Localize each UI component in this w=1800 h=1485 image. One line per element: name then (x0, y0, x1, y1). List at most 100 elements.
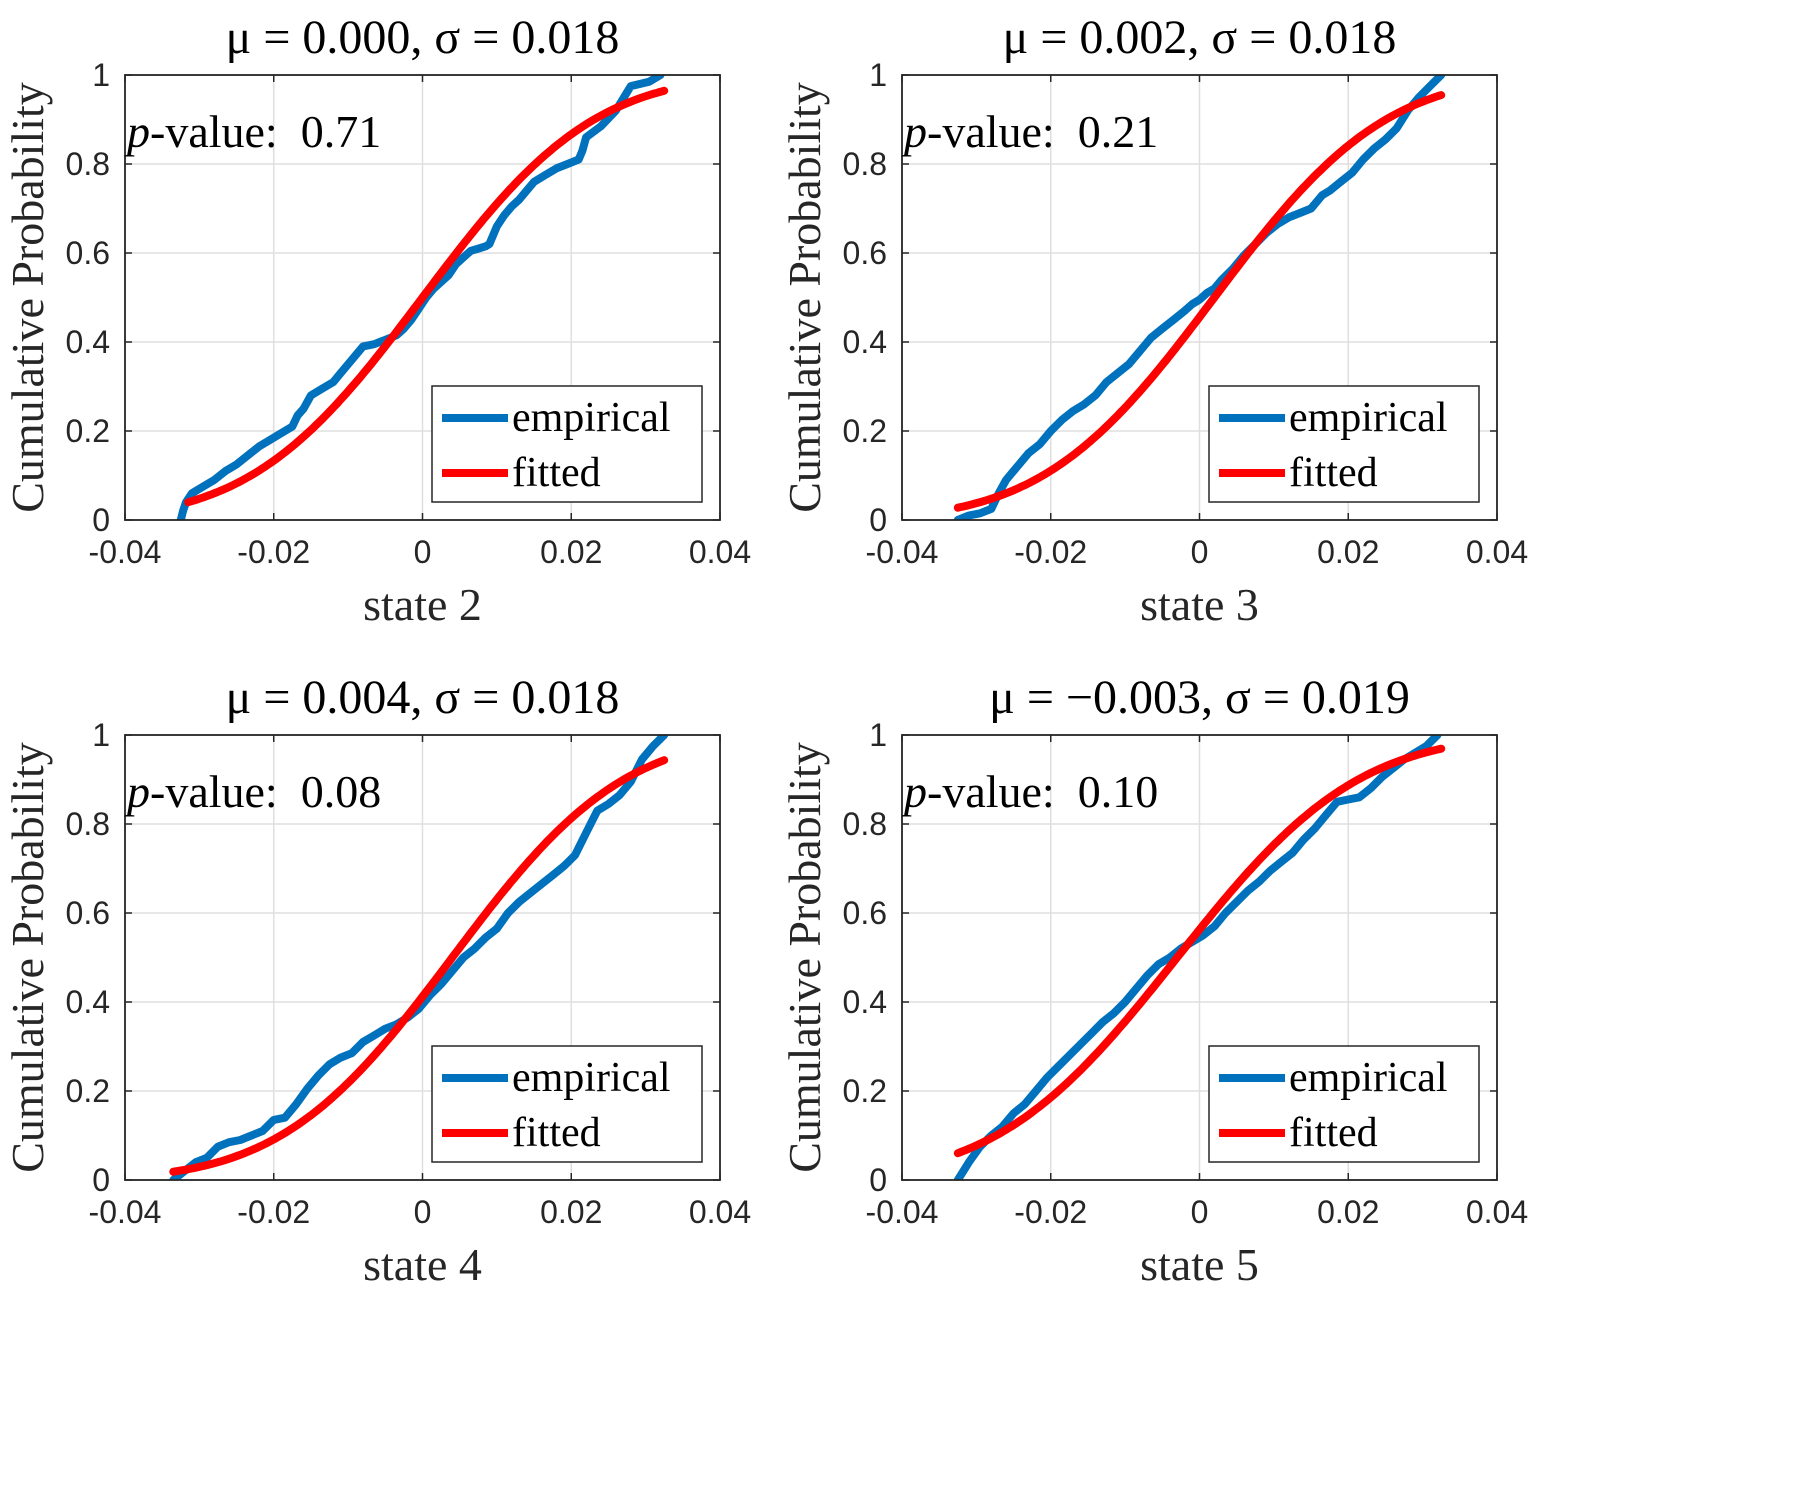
x-tick-label: 0.04 (1466, 534, 1528, 570)
y-tick-label: 0.4 (843, 984, 887, 1020)
legend-label-empirical: empirical (512, 395, 671, 441)
y-tick-label: 0.4 (66, 324, 110, 360)
fitted-series-line (953, 91, 1446, 512)
chart-title: μ = 0.002, σ = 0.018 (1003, 11, 1397, 64)
legend-label-empirical: empirical (1289, 1055, 1448, 1101)
p-value-symbol: p (901, 106, 927, 157)
y-tick-label: 1 (92, 57, 110, 93)
y-tick-label: 1 (92, 717, 110, 753)
legend-box (431, 385, 703, 503)
chart-title: μ = 0.000, σ = 0.018 (226, 11, 620, 64)
legend-box (1208, 1045, 1480, 1163)
y-tick-label: 0.8 (66, 146, 110, 182)
y-tick-label: 0.6 (66, 235, 110, 271)
x-tick-label: -0.02 (1014, 1194, 1087, 1230)
y-axis-label: Cumulative Probability (2, 82, 53, 513)
y-tick-label: 0.4 (843, 324, 887, 360)
legend: empirical fitted (431, 1045, 703, 1163)
empirical-series-line (169, 735, 669, 1180)
x-tick-label: 0.02 (540, 534, 602, 570)
y-tick-label: 0.6 (843, 235, 887, 271)
legend: empirical fitted (1208, 1045, 1480, 1163)
p-value-label: -value: 0.71 (150, 106, 381, 157)
x-tick-label: 0.04 (1466, 1194, 1528, 1230)
x-tick-label: 0 (414, 534, 432, 570)
p-value-annotation: p-value: 0.71 (124, 106, 381, 157)
x-tick-label: 0.02 (540, 1194, 602, 1230)
axes-box (124, 734, 721, 1181)
y-tick-label: 0.8 (843, 806, 887, 842)
axes-box (901, 74, 1498, 521)
x-tick-label: -0.02 (237, 534, 310, 570)
legend-label-fitted: fitted (512, 450, 601, 496)
x-axis-label: state 3 (1140, 579, 1259, 630)
y-tick-label: 0 (869, 502, 887, 538)
y-tick-label: 0.8 (66, 806, 110, 842)
chart-panel-4: -0.04 -0.02 0 0.02 0.04 0 0.2 0.4 0.6 0.8 1 μ = −0.… (779, 671, 1528, 1290)
p-value-symbol: p (901, 766, 927, 817)
y-tick-label: 0.6 (843, 895, 887, 931)
legend-label-empirical: empirical (512, 1055, 671, 1101)
x-tick-label: 0.02 (1317, 1194, 1379, 1230)
x-axis-label: state 2 (363, 579, 482, 630)
y-tick-label: 1 (869, 717, 887, 753)
chart-panel-3: -0.04 -0.02 0 0.02 0.04 0 0.2 0.4 0.6 0.8 1 μ = 0.0… (2, 671, 751, 1290)
p-value-annotation: p-value: 0.10 (901, 766, 1158, 817)
p-value-annotation: p-value: 0.08 (124, 766, 381, 817)
p-value-label: -value: 0.21 (927, 106, 1158, 157)
legend-label-fitted: fitted (1289, 1110, 1378, 1156)
legend: empirical fitted (1208, 385, 1480, 503)
fitted-series-line (184, 86, 669, 507)
y-tick-label: 0.2 (66, 413, 110, 449)
chart-panel-2: -0.04 -0.02 0 0.02 0.04 0 0.2 0.4 0.6 0.8 1 μ = 0.0… (779, 11, 1528, 630)
x-tick-label: 0.04 (689, 1194, 751, 1230)
legend-label-fitted: fitted (1289, 450, 1378, 496)
x-tick-label: -0.04 (89, 534, 162, 570)
x-tick-label: -0.02 (237, 1194, 310, 1230)
x-tick-label: 0.04 (689, 534, 751, 570)
p-value-symbol: p (124, 106, 150, 157)
p-value-label: -value: 0.08 (150, 766, 381, 817)
y-tick-label: 0.6 (66, 895, 110, 931)
x-tick-label: 0 (1191, 1194, 1209, 1230)
x-axis-label: state 5 (1140, 1239, 1259, 1290)
legend-label-empirical: empirical (1289, 395, 1448, 441)
legend-box (431, 1045, 703, 1163)
legend-box (1208, 385, 1480, 503)
p-value-annotation: p-value: 0.21 (901, 106, 1158, 157)
x-tick-label: -0.04 (866, 534, 939, 570)
y-tick-label: 0.4 (66, 984, 110, 1020)
x-tick-label: -0.04 (89, 1194, 162, 1230)
p-value-symbol: p (124, 766, 150, 817)
axes-box (124, 74, 721, 521)
chart-title: μ = −0.003, σ = 0.019 (989, 671, 1410, 724)
legend: empirical fitted (431, 385, 703, 503)
legend-label-fitted: fitted (512, 1110, 601, 1156)
y-tick-label: 0 (869, 1162, 887, 1198)
axes-box (901, 734, 1498, 1181)
p-value-label: -value: 0.10 (927, 766, 1158, 817)
y-tick-label: 0.2 (843, 413, 887, 449)
x-tick-label: -0.02 (1014, 534, 1087, 570)
x-axis-label: state 4 (363, 1239, 482, 1290)
chart-panel-1: -0.04 -0.02 0 0.02 0.04 0 0.2 0.4 0.6 0.8 1 μ = 0.0… (2, 11, 751, 630)
empirical-series-line (953, 75, 1446, 520)
y-tick-label: 0.8 (843, 146, 887, 182)
y-tick-label: 0 (92, 502, 110, 538)
y-axis-label: Cumulative Probability (2, 742, 53, 1173)
fitted-series-line (169, 756, 669, 1176)
y-tick-label: 1 (869, 57, 887, 93)
empirical-series-line (953, 735, 1442, 1180)
fitted-series-line (953, 744, 1446, 1158)
x-tick-label: 0.02 (1317, 534, 1379, 570)
chart-title: μ = 0.004, σ = 0.018 (226, 671, 620, 724)
y-axis-label: Cumulative Probability (779, 82, 830, 513)
x-tick-label: -0.04 (866, 1194, 939, 1230)
y-tick-label: 0.2 (843, 1073, 887, 1109)
y-tick-label: 0 (92, 1162, 110, 1198)
x-tick-label: 0 (1191, 534, 1209, 570)
y-tick-label: 0.2 (66, 1073, 110, 1109)
y-axis-label: Cumulative Probability (779, 742, 830, 1173)
x-tick-label: 0 (414, 1194, 432, 1230)
